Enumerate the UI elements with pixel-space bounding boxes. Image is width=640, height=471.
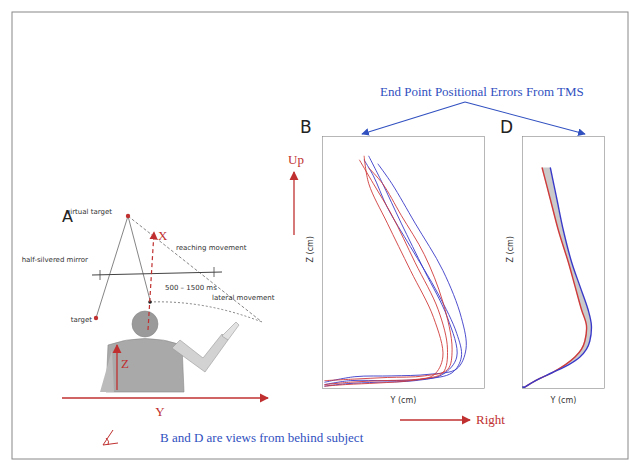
svg-text:A: A: [62, 207, 73, 226]
svg-text:Right: Right: [476, 412, 505, 427]
svg-text:Y (cm): Y (cm): [390, 396, 417, 405]
svg-text:Y: Y: [155, 404, 165, 419]
svg-text:half-silvered mirror: half-silvered mirror: [22, 256, 88, 264]
svg-text:Z: Z: [121, 356, 129, 371]
svg-text:Y (cm): Y (cm): [550, 396, 577, 405]
svg-text:X: X: [158, 228, 168, 243]
svg-text:virtual target: virtual target: [66, 208, 112, 216]
svg-text:Z (cm): Z (cm): [306, 236, 315, 262]
svg-text:Z (cm): Z (cm): [506, 236, 515, 262]
svg-text:target: target: [71, 316, 93, 324]
svg-text:lateral movement: lateral movement: [212, 294, 275, 302]
svg-text:reaching movement: reaching movement: [176, 244, 247, 252]
svg-text:B and D are views from behind: B and D are views from behind subject: [160, 430, 364, 445]
svg-text:D: D: [500, 117, 513, 137]
svg-text:Up: Up: [288, 152, 304, 167]
svg-text:500 – 1500 ms: 500 – 1500 ms: [165, 284, 217, 292]
svg-text:End Point Positional Errors Fr: End Point Positional Errors From TMS: [380, 84, 584, 99]
svg-text:B: B: [300, 117, 312, 137]
